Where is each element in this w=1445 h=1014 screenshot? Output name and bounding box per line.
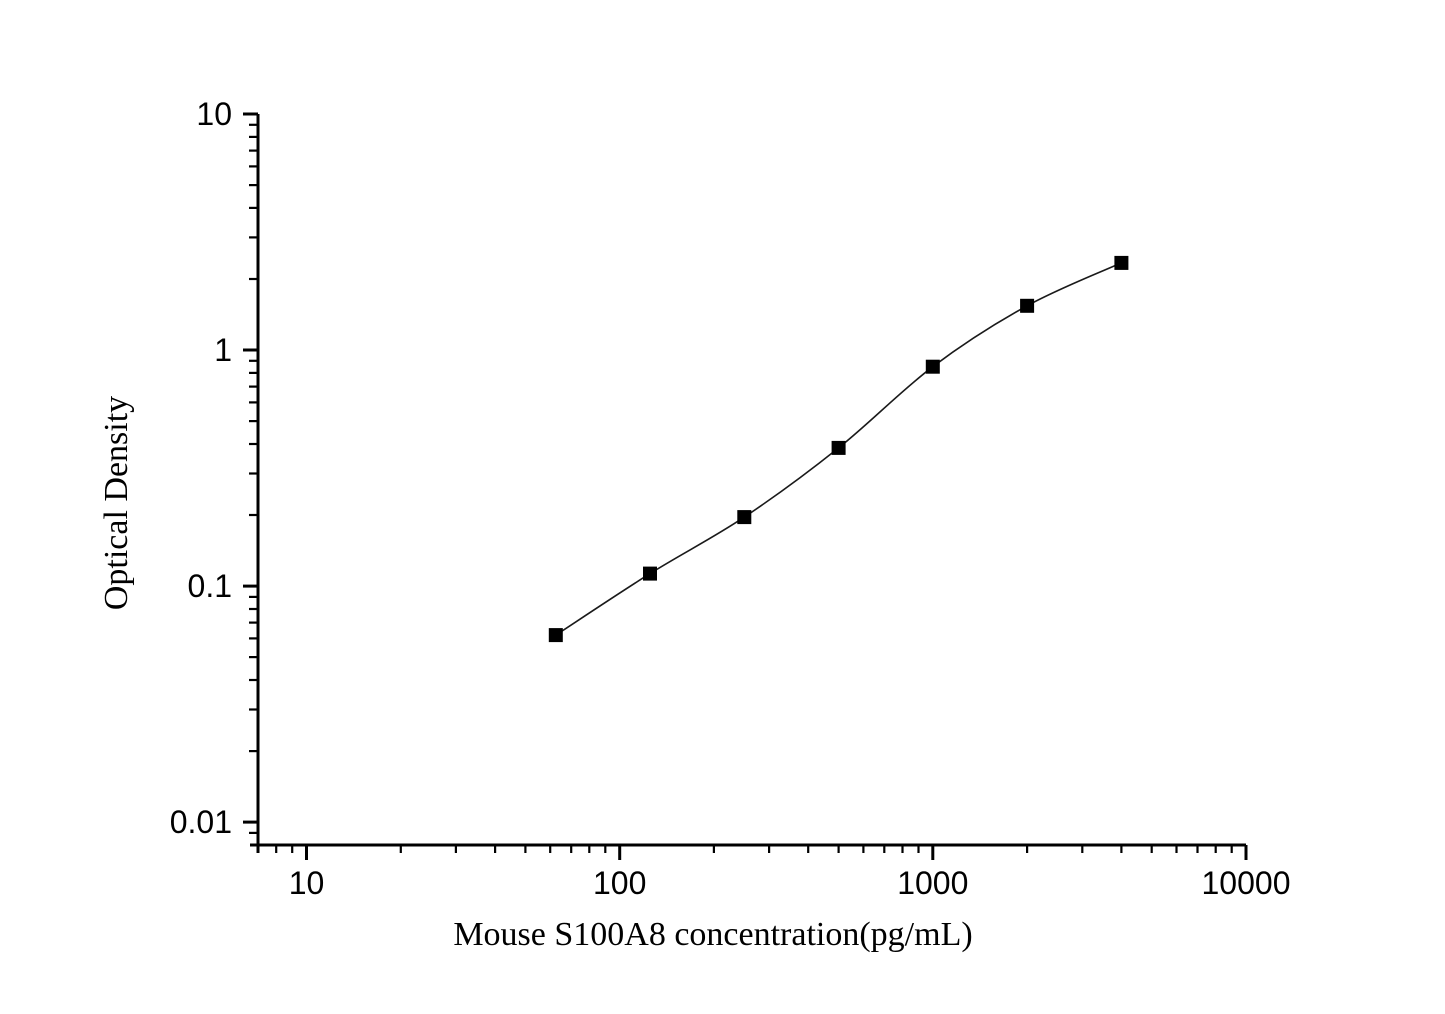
y-tick-label: 10 [196,96,232,132]
x-axis-ticks: 10 100 1000 10000 [275,845,1291,901]
x-axis-title: Mouse S100A8 concentration(pg/mL) [453,916,973,953]
series-standard-curve [548,255,1129,643]
y-tick-label: 1 [214,332,232,368]
data-point-marker [737,510,752,525]
x-tick-label: 100 [593,865,646,901]
x-tick-label: 1000 [897,865,968,901]
data-point-marker [643,566,657,581]
y-axis-ticks: 0.01 0.1 1 10 [170,96,258,840]
data-point-marker [831,440,846,455]
y-axis-title: Optical Density [98,395,135,611]
y-tick-label: 0.01 [170,804,232,840]
data-point-marker [1020,298,1035,313]
y-tick-label: 0.1 [188,568,232,604]
axes [250,114,1246,853]
x-tick-label: 10 [289,865,325,901]
x-tick-label: 10000 [1202,865,1291,901]
data-point-marker [548,628,563,643]
data-point-marker [925,359,940,374]
data-point-marker [1114,255,1129,270]
